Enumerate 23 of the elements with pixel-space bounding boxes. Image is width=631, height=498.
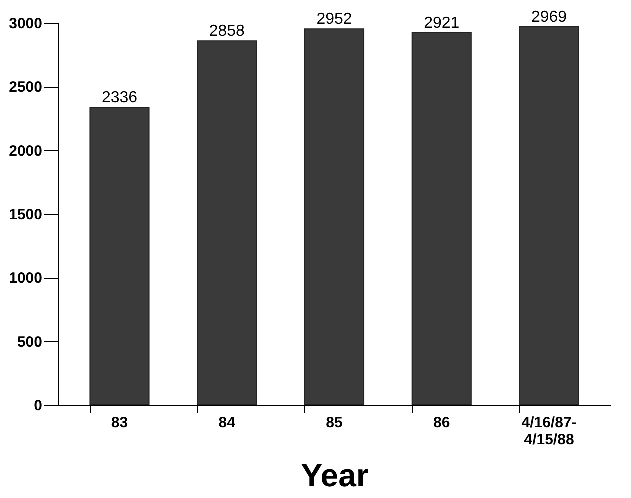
y-tick-label: 1000 [9,270,42,288]
x-tick-label: 84 [218,414,236,432]
bar [304,28,365,406]
bar [90,107,150,406]
data-label: 2336 [102,90,138,107]
y-tick-label: 500 [17,334,42,351]
data-label: 2969 [531,8,568,26]
y-tick-label: 3000 [9,16,42,32]
data-label: 2952 [316,11,352,28]
y-tick-label: 2000 [9,142,42,160]
y-tick-label: 2500 [9,79,42,96]
x-tick-label: 83 [111,414,128,432]
bar [412,32,472,406]
x-tick-label: 86 [434,414,450,432]
data-label: 2858 [209,23,246,40]
x-tick-label: 4/16/87- 4/15/88 [522,414,577,448]
data-label: 2921 [424,15,460,32]
bar [519,26,580,406]
bar [197,40,258,406]
y-tick-label: 0 [34,398,42,414]
y-tick-label: 1500 [9,206,42,224]
x-axis-title: Year [301,458,369,494]
x-tick-label: 85 [326,414,343,432]
